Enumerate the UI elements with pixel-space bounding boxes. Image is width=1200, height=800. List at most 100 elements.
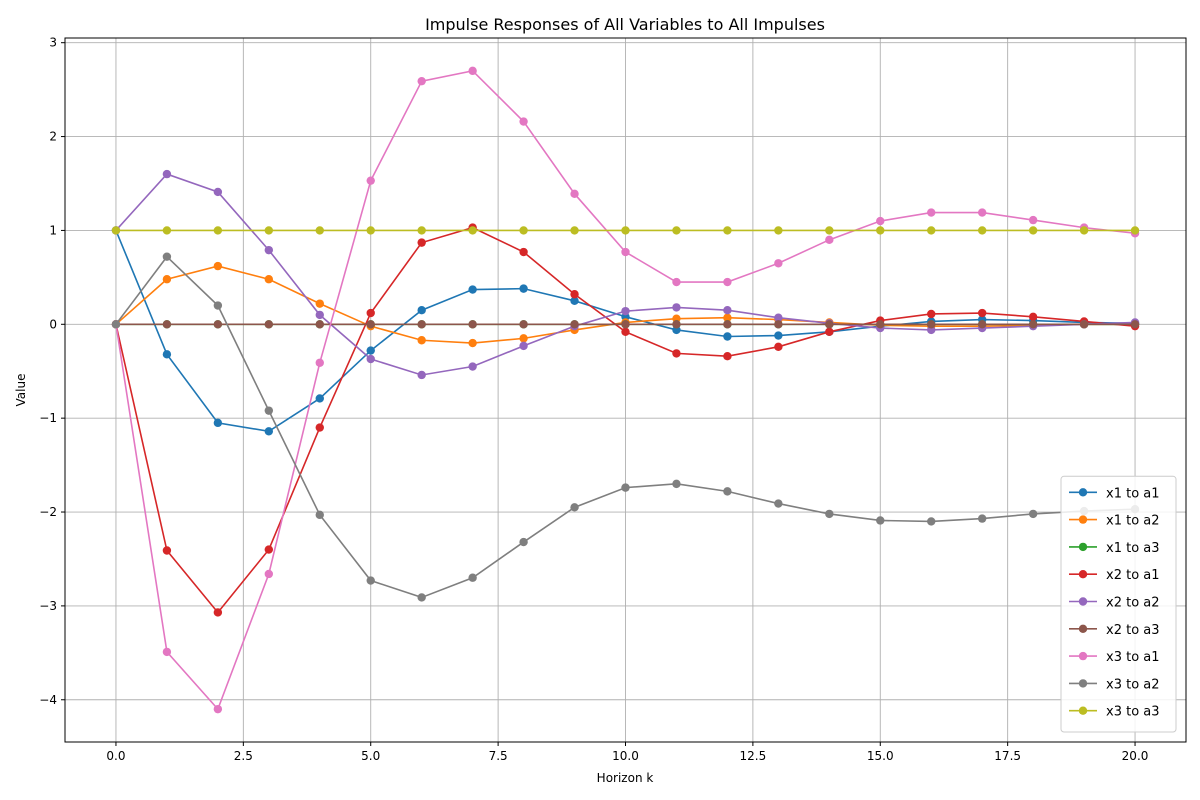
data-point <box>825 320 834 329</box>
legend-swatch-marker <box>1078 515 1088 524</box>
data-point <box>927 309 936 319</box>
data-point <box>621 320 630 329</box>
data-point <box>417 76 426 86</box>
data-point <box>366 576 375 585</box>
data-point <box>213 261 223 271</box>
data-point <box>468 66 477 76</box>
data-point <box>876 216 885 226</box>
y-tick-label: 2 <box>49 130 57 144</box>
data-point <box>774 331 783 340</box>
data-point <box>264 545 274 554</box>
data-point <box>315 394 324 403</box>
legend-swatch-marker <box>1078 597 1088 606</box>
data-point <box>468 320 477 329</box>
x-tick-label: 12.5 <box>740 749 767 763</box>
data-point <box>570 503 579 512</box>
data-point <box>570 226 579 235</box>
data-point <box>876 516 885 525</box>
data-point <box>672 226 681 235</box>
series-x3-to-a1 <box>111 66 1140 714</box>
data-point <box>672 479 681 489</box>
data-point <box>417 593 426 602</box>
x-tick-label: 2.5 <box>234 749 253 763</box>
data-point <box>315 423 324 432</box>
legend-swatch-marker <box>1078 542 1088 552</box>
x-tick-label: 20.0 <box>1122 749 1149 763</box>
legend-label: x2 to a1 <box>1106 568 1160 583</box>
legend-label: x2 to a2 <box>1106 596 1160 611</box>
data-point <box>621 483 630 492</box>
y-tick-label: 1 <box>49 223 57 237</box>
legend: x1 to a1 x1 to a2 x1 to a3 x2 to a1 x2 to a2… <box>1060 475 1177 733</box>
data-point <box>213 187 223 197</box>
data-point <box>417 306 426 315</box>
data-point <box>723 313 732 322</box>
data-point <box>366 226 375 235</box>
y-tick-label: −4 <box>39 693 57 707</box>
data-point <box>723 320 732 329</box>
data-point <box>519 341 528 351</box>
data-point <box>876 226 885 235</box>
data-point <box>213 418 223 428</box>
data-point <box>213 608 223 617</box>
data-point <box>1130 226 1140 235</box>
data-point <box>162 226 172 235</box>
data-point <box>213 704 223 714</box>
data-point <box>366 354 375 364</box>
data-point <box>977 320 987 329</box>
x-tick-label: 10.0 <box>612 749 639 763</box>
data-point <box>315 358 324 367</box>
series-x2-to-a3 <box>111 320 1140 329</box>
data-point <box>417 336 426 345</box>
data-point <box>417 320 426 329</box>
data-point <box>315 320 324 329</box>
data-point <box>519 117 528 126</box>
x-axis: 0.0 2.5 5.0 7.5 10.0 12.5 15.0 17.5 20.0 <box>106 742 1148 763</box>
legend-label: x3 to a3 <box>1106 705 1160 720</box>
data-point <box>417 226 426 235</box>
data-point <box>162 169 172 179</box>
legend-swatch-marker <box>1078 679 1088 688</box>
data-point <box>1028 320 1038 329</box>
data-point <box>111 320 121 329</box>
data-point <box>519 320 528 329</box>
data-point <box>1079 320 1089 329</box>
legend-box <box>1060 475 1177 733</box>
y-tick-label: 3 <box>49 36 57 50</box>
data-point <box>519 284 528 293</box>
legend-swatch-marker <box>1078 651 1088 661</box>
y-tick-label: −3 <box>39 599 57 613</box>
data-point <box>570 320 579 329</box>
data-point <box>162 252 172 261</box>
data-point <box>927 517 936 526</box>
data-point <box>825 235 834 245</box>
data-point <box>876 320 885 329</box>
x-tick-label: 5.0 <box>361 749 380 763</box>
data-point <box>977 308 987 318</box>
data-point <box>315 310 324 320</box>
data-point <box>1028 226 1038 235</box>
data-point <box>468 285 477 294</box>
data-point <box>519 247 528 257</box>
y-tick-label: −2 <box>39 505 57 519</box>
data-point <box>723 487 732 496</box>
data-point <box>570 189 579 199</box>
legend-label: x1 to a3 <box>1106 541 1160 556</box>
data-point <box>774 259 783 268</box>
x-tick-label: 17.5 <box>994 749 1021 763</box>
y-tick-label: −1 <box>39 411 57 425</box>
x-tick-label: 15.0 <box>867 749 894 763</box>
data-point <box>519 334 528 343</box>
data-point <box>366 346 375 355</box>
data-point <box>366 308 375 318</box>
data-point <box>264 245 274 255</box>
data-point <box>315 510 324 520</box>
data-point <box>1130 320 1140 329</box>
legend-swatch-marker <box>1078 570 1088 579</box>
legend-label: x3 to a2 <box>1106 677 1160 692</box>
data-point <box>1028 215 1038 225</box>
data-point <box>213 320 223 329</box>
data-point <box>977 208 987 217</box>
data-point <box>723 277 732 287</box>
